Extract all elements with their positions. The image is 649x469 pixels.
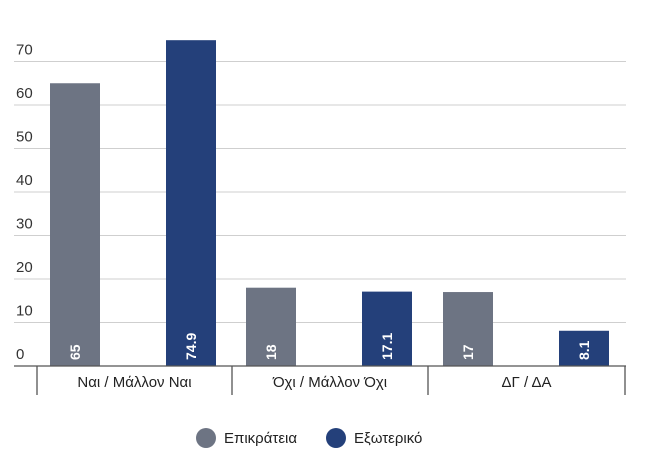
y-axis-ticks: 0 10 20 30 40 50 60 70 bbox=[16, 42, 33, 364]
y-tick-label: 20 bbox=[16, 259, 33, 276]
bar-value-label: 17.1 bbox=[379, 333, 395, 360]
y-tick-label: 40 bbox=[16, 172, 33, 189]
bar-value-label: 17 bbox=[460, 344, 476, 360]
x-category-label: Ναι / Μάλλον Ναι bbox=[77, 374, 191, 391]
legend-swatch-abroad bbox=[326, 428, 346, 448]
bar-value-label: 65 bbox=[67, 344, 83, 360]
bar-domestic bbox=[443, 292, 493, 366]
bars: 65 18 17 74.9 17.1 8.1 bbox=[50, 40, 609, 367]
bar-value-label: 74.9 bbox=[183, 333, 199, 360]
legend-label-domestic: Επικράτεια bbox=[224, 430, 297, 447]
legend-item-abroad[interactable]: Εξωτερικό bbox=[326, 428, 422, 448]
bar-value-label: 18 bbox=[263, 344, 279, 360]
y-tick-label: 70 bbox=[16, 42, 33, 59]
bar-domestic bbox=[50, 83, 100, 366]
x-category-label: ΔΓ / ΔΑ bbox=[502, 374, 552, 391]
gridlines bbox=[14, 61, 626, 323]
legend-swatch-domestic bbox=[196, 428, 216, 448]
y-tick-label: 50 bbox=[16, 129, 33, 146]
bar-abroad bbox=[362, 291, 412, 366]
legend-label-abroad: Εξωτερικό bbox=[354, 430, 422, 447]
x-axis: Ναι / Μάλλον Ναι Όχι / Μάλλον Όχι ΔΓ / ΔΑ bbox=[14, 365, 626, 395]
bar-abroad bbox=[166, 40, 216, 367]
bar-domestic bbox=[246, 287, 296, 366]
y-tick-label: 60 bbox=[16, 85, 33, 102]
bar-value-label: 8.1 bbox=[576, 340, 592, 360]
y-tick-label: 10 bbox=[16, 303, 33, 320]
legend-item-domestic[interactable]: Επικράτεια bbox=[196, 428, 297, 448]
y-tick-label: 0 bbox=[16, 346, 24, 363]
y-tick-label: 30 bbox=[16, 216, 33, 233]
x-category-label: Όχι / Μάλλον Όχι bbox=[272, 374, 387, 391]
bar-abroad bbox=[559, 330, 609, 366]
legend: Επικράτεια Εξωτερικό bbox=[196, 428, 422, 448]
